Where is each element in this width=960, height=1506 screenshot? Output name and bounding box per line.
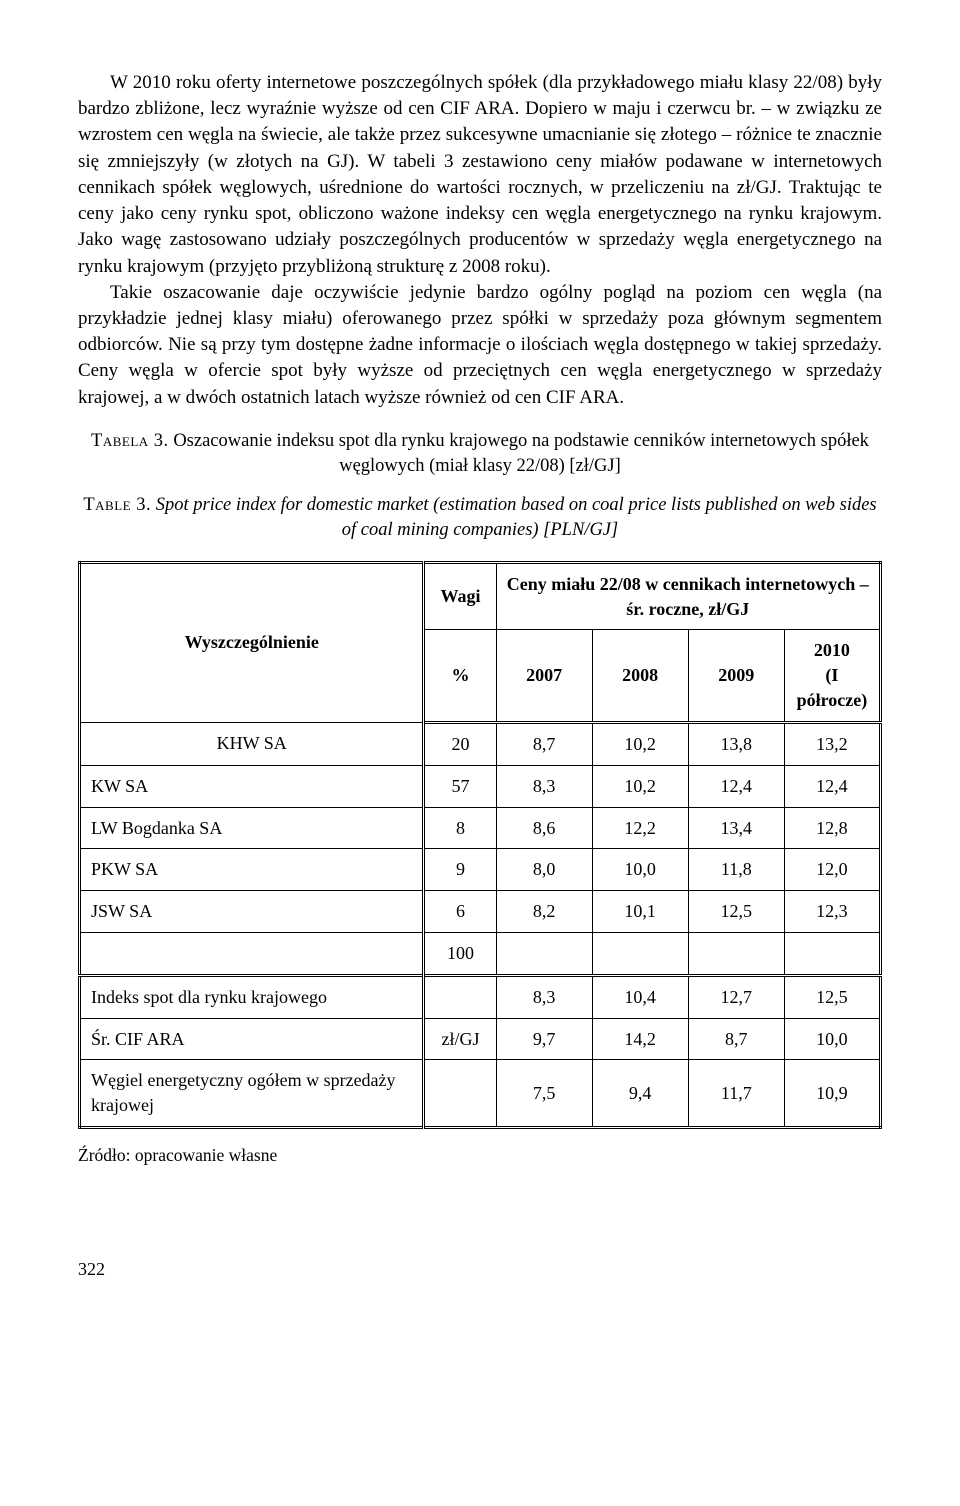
- caption-pl-label: Tabela 3.: [91, 431, 169, 451]
- col-header-year-0: 2007: [496, 630, 592, 722]
- row-weight: 6: [424, 891, 496, 933]
- row-name: Śr. CIF ARA: [80, 1018, 424, 1060]
- cell: 14,2: [592, 1018, 688, 1060]
- cell: [496, 933, 592, 976]
- row-weight: 57: [424, 765, 496, 807]
- cell: 13,2: [784, 722, 880, 765]
- caption-en-text: Spot price index for domestic market (es…: [156, 495, 877, 540]
- row-name: KW SA: [80, 765, 424, 807]
- cell: 10,2: [592, 722, 688, 765]
- cell: 12,0: [784, 849, 880, 891]
- paragraph-1: W 2010 roku oferty internetowe poszczegó…: [78, 70, 882, 280]
- cell: 12,4: [784, 765, 880, 807]
- table-row: KHW SA 20 8,7 10,2 13,8 13,2: [80, 722, 881, 765]
- cell: 12,8: [784, 807, 880, 849]
- cell: [784, 933, 880, 976]
- page-number: 322: [78, 1257, 882, 1282]
- cell: 10,2: [592, 765, 688, 807]
- cell: [592, 933, 688, 976]
- row-name: KHW SA: [80, 722, 424, 765]
- cell: 12,7: [688, 975, 784, 1018]
- cell: 8,2: [496, 891, 592, 933]
- cell: 8,7: [688, 1018, 784, 1060]
- row-name: PKW SA: [80, 849, 424, 891]
- cell: 10,1: [592, 891, 688, 933]
- cell: [688, 933, 784, 976]
- cell: 10,0: [592, 849, 688, 891]
- table-row: PKW SA 9 8,0 10,0 11,8 12,0: [80, 849, 881, 891]
- cell: 8,3: [496, 975, 592, 1018]
- row-weight: 8: [424, 807, 496, 849]
- cell: 9,7: [496, 1018, 592, 1060]
- cell: 12,5: [688, 891, 784, 933]
- row-weight: 20: [424, 722, 496, 765]
- col-header-year-3: 2010 (I półrocze): [784, 630, 880, 722]
- cell: 8,3: [496, 765, 592, 807]
- row-name: LW Bogdanka SA: [80, 807, 424, 849]
- row-name: [80, 933, 424, 976]
- paragraph-2: Takie oszacowanie daje oczywiście jedyni…: [78, 280, 882, 411]
- cell: 12,2: [592, 807, 688, 849]
- row-unit: [424, 1060, 496, 1128]
- table-caption-en: Table 3. Spot price index for domestic m…: [78, 493, 882, 543]
- cell: 8,0: [496, 849, 592, 891]
- row-weight-sum: 100: [424, 933, 496, 976]
- row-weight: 9: [424, 849, 496, 891]
- cell: 12,4: [688, 765, 784, 807]
- table-row: LW Bogdanka SA 8 8,6 12,2 13,4 12,8: [80, 807, 881, 849]
- cell: 7,5: [496, 1060, 592, 1128]
- cell: 10,9: [784, 1060, 880, 1128]
- cell: 13,8: [688, 722, 784, 765]
- table-row-sum: 100: [80, 933, 881, 976]
- cell: 9,4: [592, 1060, 688, 1128]
- cell: 8,6: [496, 807, 592, 849]
- spot-index-table: Wyszczególnienie Wagi Ceny miału 22/08 w…: [78, 561, 882, 1129]
- col-header-weights: Wagi: [424, 562, 496, 630]
- col-header-name: Wyszczególnienie: [80, 562, 424, 722]
- cell: 10,0: [784, 1018, 880, 1060]
- cell: 13,4: [688, 807, 784, 849]
- table-row: JSW SA 6 8,2 10,1 12,5 12,3: [80, 891, 881, 933]
- cell: 12,5: [784, 975, 880, 1018]
- row-name: Indeks spot dla rynku krajowego: [80, 975, 424, 1018]
- row-name: JSW SA: [80, 891, 424, 933]
- col-header-pct: %: [424, 630, 496, 722]
- table-row-summary: Węgiel energetyczny ogółem w sprzedaży k…: [80, 1060, 881, 1128]
- row-unit: [424, 975, 496, 1018]
- caption-en-label: Table 3.: [83, 495, 151, 515]
- table-row-summary: Indeks spot dla rynku krajowego 8,3 10,4…: [80, 975, 881, 1018]
- caption-pl-text: Oszacowanie indeksu spot dla rynku krajo…: [173, 431, 869, 476]
- col-header-year-2: 2009: [688, 630, 784, 722]
- cell: 12,3: [784, 891, 880, 933]
- table-source: Źródło: opracowanie własne: [78, 1143, 882, 1167]
- table-row-summary: Śr. CIF ARA zł/GJ 9,7 14,2 8,7 10,0: [80, 1018, 881, 1060]
- row-unit: zł/GJ: [424, 1018, 496, 1060]
- col-header-group: Ceny miału 22/08 w cennikach internetowy…: [496, 562, 880, 630]
- cell: 8,7: [496, 722, 592, 765]
- cell: 11,7: [688, 1060, 784, 1128]
- row-name: Węgiel energetyczny ogółem w sprzedaży k…: [80, 1060, 424, 1128]
- table-row: KW SA 57 8,3 10,2 12,4 12,4: [80, 765, 881, 807]
- cell: 11,8: [688, 849, 784, 891]
- table-caption-pl: Tabela 3. Oszacowanie indeksu spot dla r…: [78, 429, 882, 479]
- col-header-year-1: 2008: [592, 630, 688, 722]
- cell: 10,4: [592, 975, 688, 1018]
